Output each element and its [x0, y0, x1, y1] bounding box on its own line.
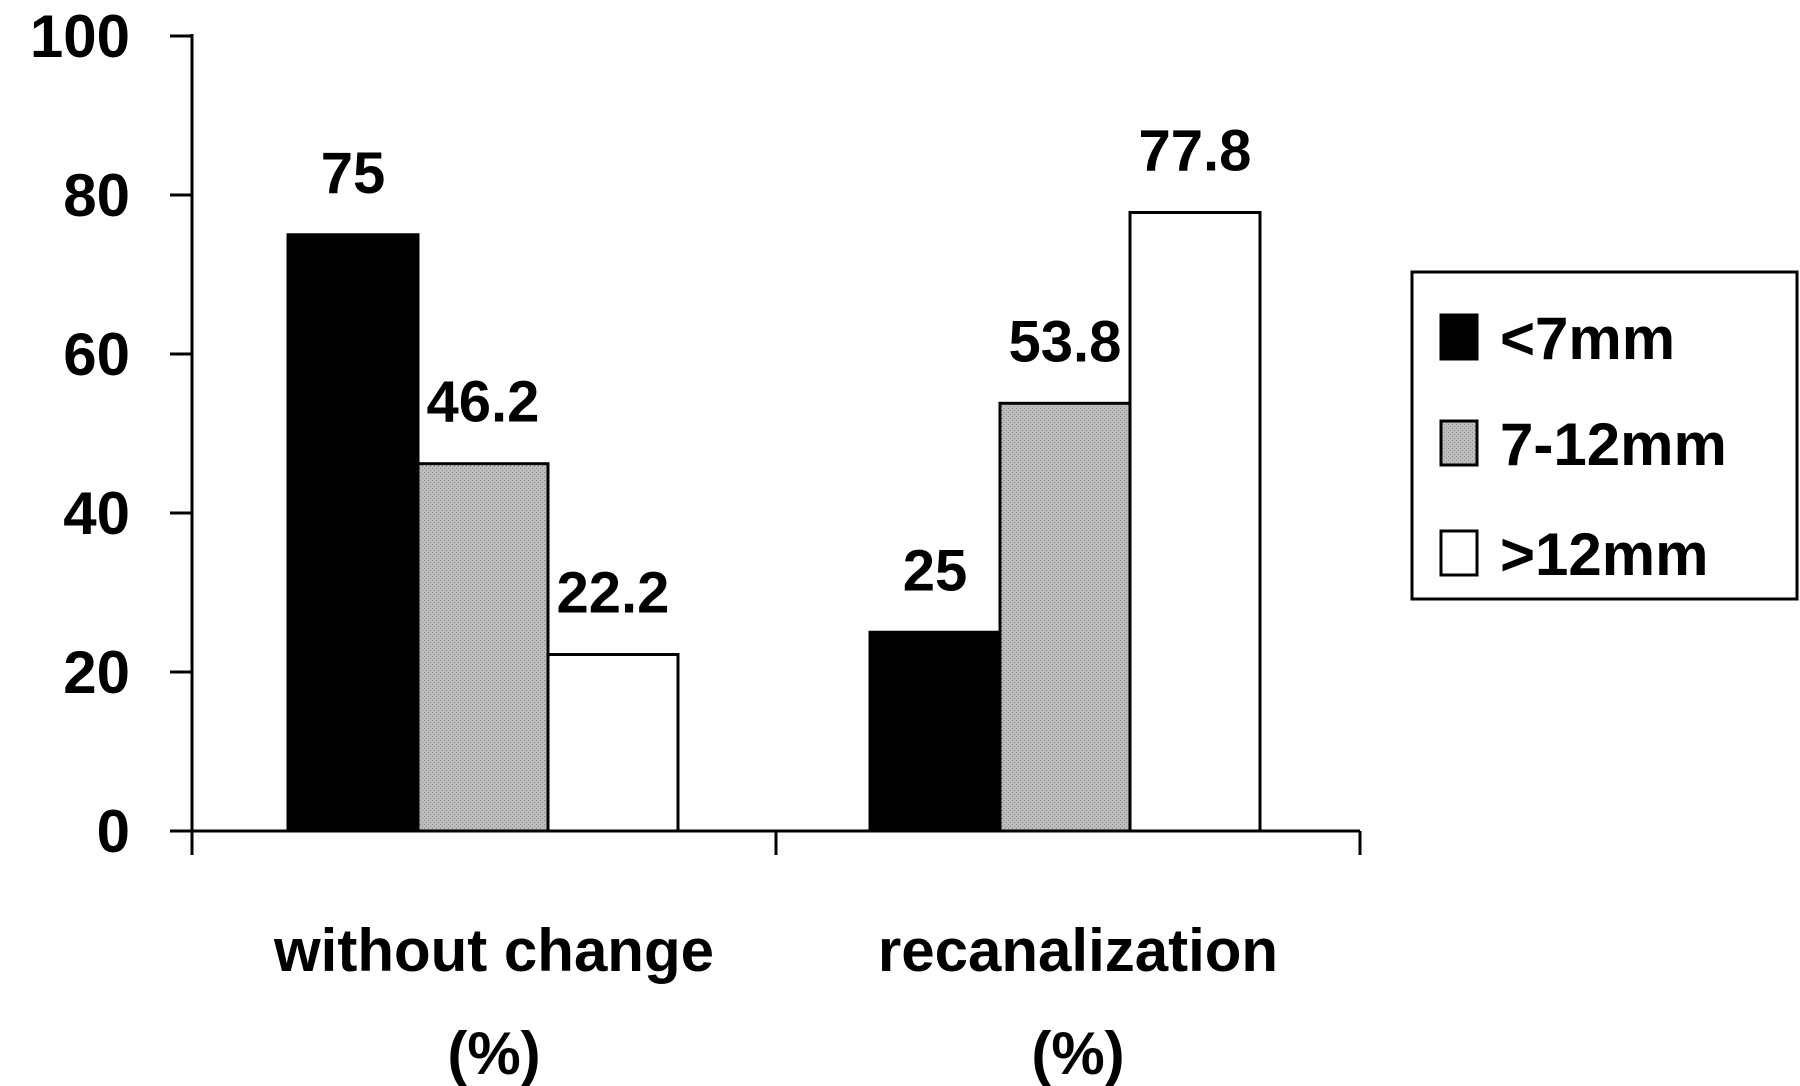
bar — [998, 401, 1132, 833]
x-axis-category-labels: without change (%) recanalization (%) — [273, 917, 1278, 1086]
data-label: 75 — [321, 141, 386, 206]
x-category-label: (%) — [447, 1020, 540, 1086]
data-labels: 75 25 46.2 53.8 22.2 77.8 — [321, 118, 1252, 625]
y-tick-label: 0 — [97, 798, 130, 865]
y-axis-ticks: 0 20 40 60 80 100 — [30, 3, 192, 865]
x-category-label: recanalization — [878, 917, 1278, 984]
y-tick-label: 60 — [63, 321, 130, 388]
bar — [416, 462, 550, 833]
legend: <7mm 7-12mm >12mm — [1410, 270, 1799, 601]
bar — [1128, 210, 1262, 833]
y-tick-label: 100 — [30, 3, 130, 70]
legend-label: 7-12mm — [1500, 411, 1727, 478]
data-label: 46.2 — [427, 370, 540, 435]
y-tick-label: 20 — [63, 639, 130, 706]
x-category-label: (%) — [1031, 1020, 1124, 1086]
data-label: 77.8 — [1139, 118, 1252, 183]
data-label: 53.8 — [1009, 309, 1122, 374]
x-category-label: without change — [273, 917, 714, 984]
legend-label: >12mm — [1500, 521, 1708, 588]
data-label: 25 — [903, 538, 968, 603]
axes — [190, 34, 1362, 855]
y-tick-label: 40 — [63, 480, 130, 547]
bars — [286, 210, 1262, 833]
data-label: 22.2 — [557, 561, 670, 626]
y-tick-label: 80 — [63, 162, 130, 229]
legend-swatch — [1439, 313, 1479, 361]
legend-swatch — [1439, 419, 1479, 467]
legend-label: <7mm — [1500, 305, 1675, 372]
bar — [868, 630, 1002, 833]
legend-swatch — [1439, 529, 1479, 577]
bar — [546, 653, 680, 833]
bar — [286, 233, 420, 833]
